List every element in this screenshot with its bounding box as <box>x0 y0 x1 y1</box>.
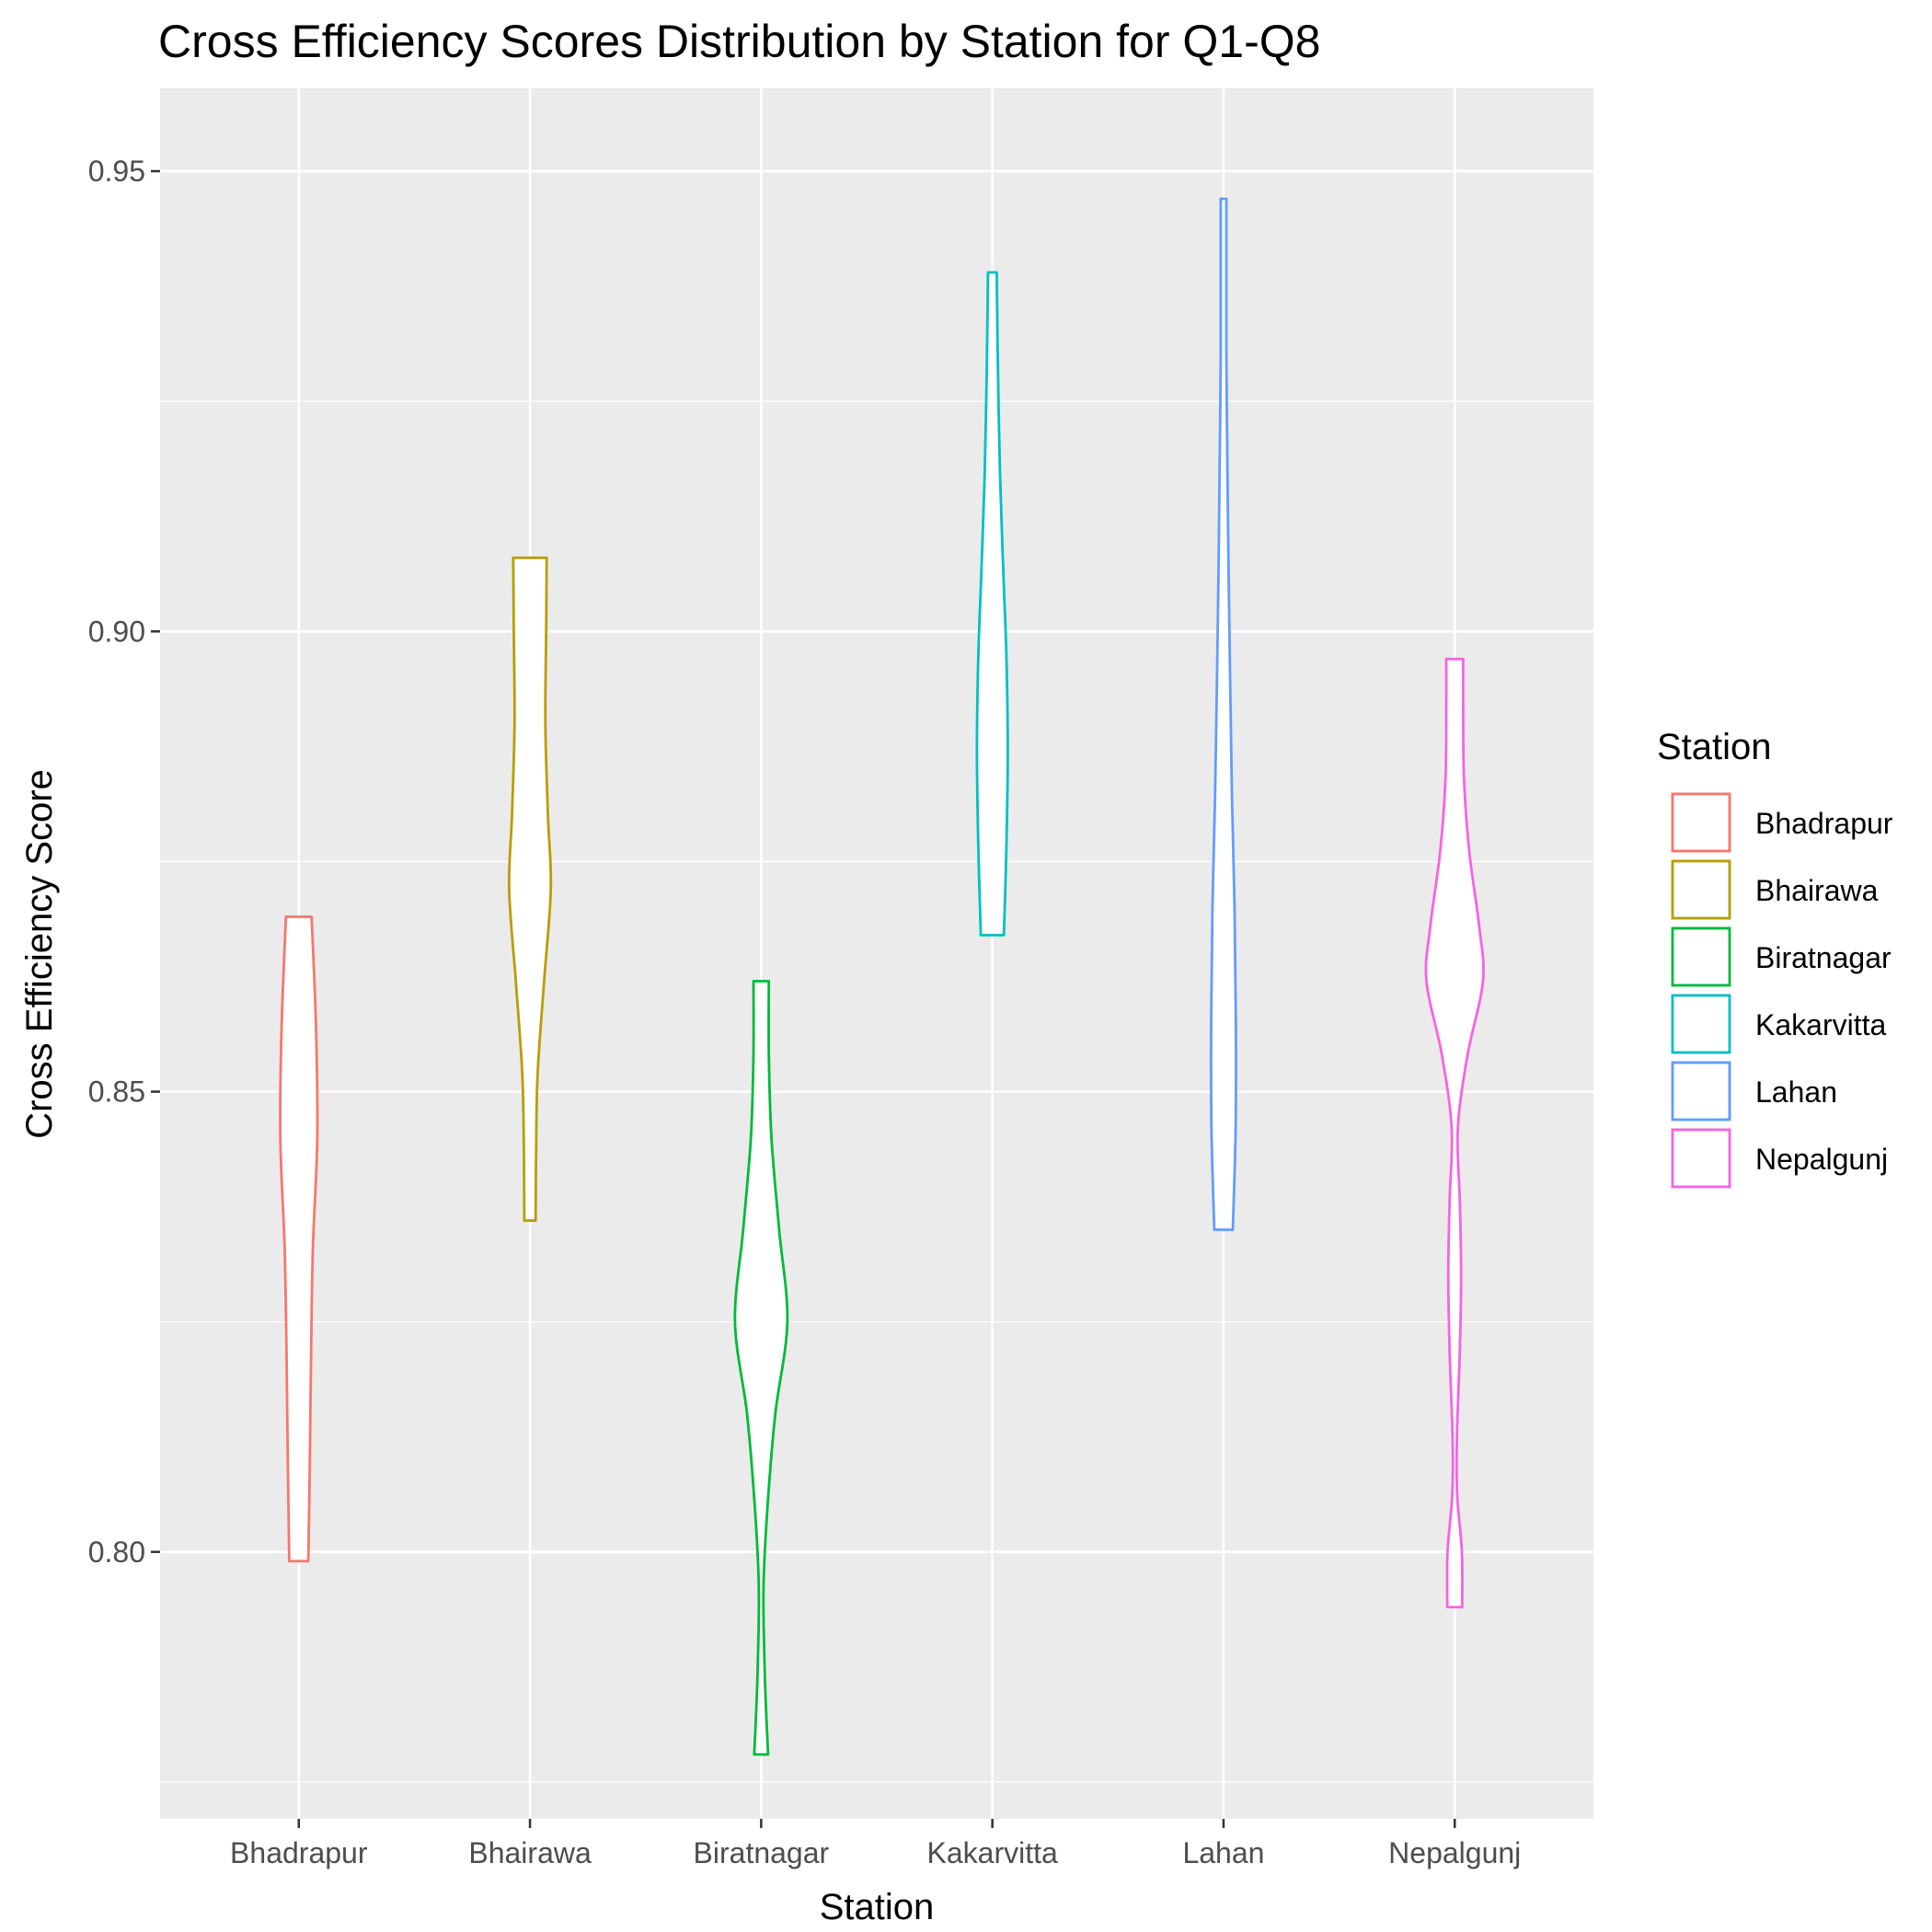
legend-swatch <box>1671 926 1731 987</box>
x-axis: Bhadrapur Bhairawa Biratnagar Kakarvitta Lah… <box>230 1819 1521 1869</box>
x-tick-label: Kakarvitta <box>927 1836 1058 1869</box>
violin-bhairawa <box>507 556 553 1223</box>
x-tick-label: Bhadrapur <box>230 1836 368 1869</box>
legend-label: Bhairawa <box>1755 874 1879 907</box>
legend: Station Bhadrapur Bhairawa Biratnagar Kakar… <box>1657 727 1893 1189</box>
chart-title: Cross Efficiency Scores Distribution by … <box>158 16 1320 67</box>
x-tick-label: Lahan <box>1182 1836 1264 1869</box>
legend-swatch <box>1671 994 1731 1054</box>
y-axis-title: Cross Efficiency Score <box>19 769 60 1139</box>
legend-swatch <box>1671 1061 1731 1121</box>
x-tick-label: Bhairawa <box>468 1836 592 1869</box>
legend-label: Lahan <box>1755 1075 1837 1109</box>
y-tick-label: 0.90 <box>88 615 145 648</box>
minor-gridlines <box>160 400 1593 1783</box>
x-axis-title: Station <box>820 1887 935 1927</box>
violin-kakarvitta <box>975 270 1009 937</box>
legend-label: Biratnagar <box>1755 941 1892 974</box>
violin-lahan <box>1209 197 1237 1232</box>
legend-label: Nepalgunj <box>1755 1143 1888 1176</box>
y-tick-label: 0.85 <box>88 1075 145 1109</box>
violin-nepalgunj <box>1424 657 1485 1609</box>
legend-swatch <box>1671 859 1731 920</box>
legend-label: Bhadrapur <box>1755 807 1893 840</box>
plot-panel <box>160 88 1593 1819</box>
y-axis: 0.80 0.85 0.90 0.95 <box>88 155 160 1569</box>
violin-biratnagar <box>733 980 789 1756</box>
legend-swatch <box>1671 792 1731 853</box>
legend-swatch <box>1671 1128 1731 1189</box>
legend-label: Kakarvitta <box>1755 1008 1886 1041</box>
y-tick-label: 0.80 <box>88 1535 145 1569</box>
violin-bhadrapur <box>279 915 319 1563</box>
legend-title: Station <box>1657 727 1772 767</box>
x-tick-label: Nepalgunj <box>1388 1836 1521 1869</box>
y-tick-label: 0.95 <box>88 155 145 188</box>
x-tick-label: Biratnagar <box>694 1836 830 1869</box>
violins <box>279 197 1485 1756</box>
